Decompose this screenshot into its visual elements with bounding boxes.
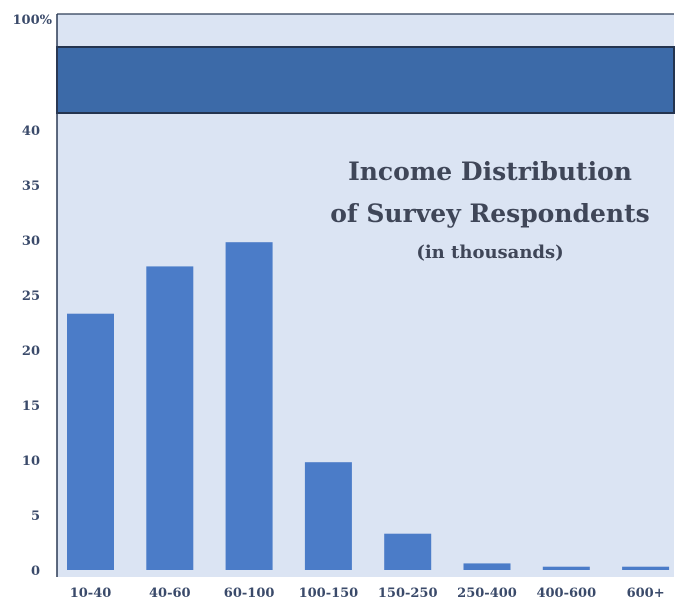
y-tick-label: 40 <box>22 124 40 139</box>
x-tick-label: 150-250 <box>378 586 438 601</box>
bar-150-250 <box>384 533 432 570</box>
x-tick-label: 600+ <box>627 586 665 601</box>
y-tick-label: 5 <box>31 509 40 524</box>
y-tick-label: 35 <box>22 179 40 194</box>
x-tick-label: 10-40 <box>70 586 112 601</box>
x-tick-label: 250-400 <box>457 586 517 601</box>
y-tick-top: 100% <box>13 13 53 28</box>
y-tick-label: 20 <box>22 344 40 359</box>
y-tick-label: 15 <box>22 399 40 414</box>
axis-break-band <box>56 46 675 114</box>
bar-100-150 <box>304 462 352 570</box>
y-tick-label: 0 <box>31 564 40 579</box>
chart-subtitle: (in thousands) <box>416 242 563 263</box>
bar-group <box>67 242 670 570</box>
y-tick-labels: 0 5 10 15 20 25 30 35 40 <box>22 124 40 579</box>
x-tick-label: 40-60 <box>149 586 191 601</box>
y-tick-label: 25 <box>22 289 40 304</box>
bar-40-60 <box>146 266 194 570</box>
chart-title-line2: of Survey Respondents <box>330 199 649 228</box>
bar-400-600 <box>542 566 590 570</box>
y-tick-label: 10 <box>22 454 40 469</box>
x-tick-label: 100-150 <box>299 586 359 601</box>
x-tick-label: 400-600 <box>536 586 596 601</box>
bar-60-100 <box>225 242 273 570</box>
bar-10-40 <box>67 313 114 570</box>
bar-600+ <box>622 566 670 570</box>
y-tick-label: 30 <box>22 234 40 249</box>
bar-250-400 <box>463 563 511 570</box>
x-tick-label: 60-100 <box>224 586 275 601</box>
chart-title: Income Distribution <box>348 157 632 186</box>
x-tick-labels: 10-40 40-60 60-100 100-150 150-250 250-400 400… <box>70 586 665 601</box>
